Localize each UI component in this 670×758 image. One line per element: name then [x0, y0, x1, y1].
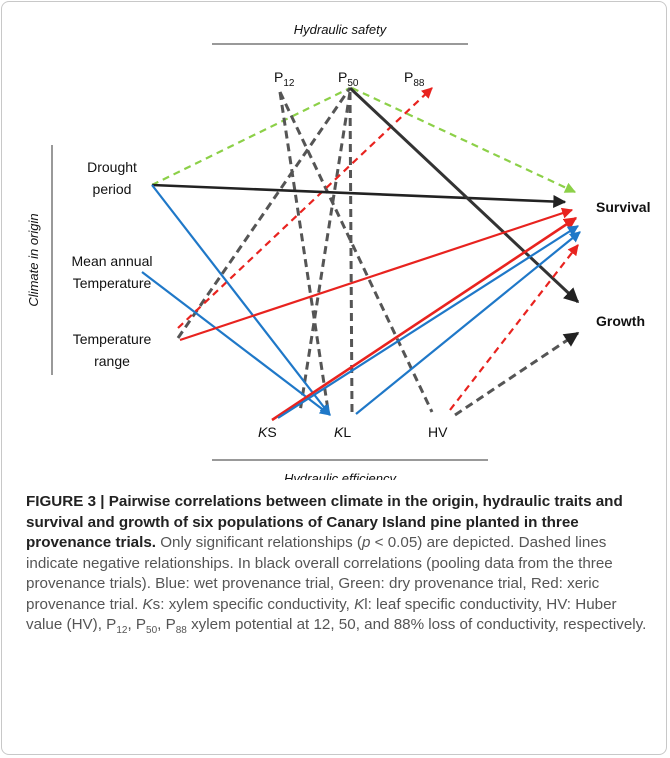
node-text: L [343, 424, 351, 440]
node-sub: 88 [413, 78, 425, 89]
node-label: P50 [338, 69, 359, 89]
node-label: Temperature [73, 275, 152, 291]
node-text: K [334, 424, 344, 440]
caption-text: < 0.05) are depicted. Dashed lines indic… [26, 534, 613, 613]
caption-text: K [354, 595, 365, 613]
caption-text: , P [157, 616, 176, 633]
rules [51, 43, 488, 461]
caption-title: Pairwise correlations between climate in… [26, 493, 623, 551]
caption-text: l: leaf specific conductivity, HV: Huber… [26, 595, 617, 634]
node-text: P [338, 69, 347, 85]
caption-sub: 88 [175, 625, 187, 637]
group-label: Hydraulic safety [294, 22, 388, 37]
node-label: P88 [404, 69, 425, 89]
diagram: Hydraulic safety Hydraulic efficiency Cl… [26, 22, 650, 480]
node-label: Survival [596, 199, 650, 215]
caption-sub: 50 [146, 625, 158, 637]
node-text: S [267, 424, 276, 440]
node-label: Growth [596, 313, 645, 329]
node-text: P [404, 69, 413, 85]
caption-label: FIGURE 3 | [26, 493, 105, 510]
node-text: P [274, 69, 283, 85]
node-label: range [94, 353, 130, 369]
node-label: Drought [87, 159, 137, 175]
node-label: Temperature [73, 331, 152, 347]
node-label: KS [258, 424, 277, 440]
caption-text: Only significant relationships ( [156, 534, 362, 551]
node-label: Mean annual [72, 253, 153, 269]
caption: FIGURE 3 | Pairwise correlations between… [26, 492, 652, 636]
node-text: K [258, 424, 268, 440]
node-label: period [93, 181, 132, 197]
node-sub: 12 [283, 78, 295, 89]
arrows [141, 86, 581, 422]
node-label: HV [428, 424, 448, 440]
group-label: Climate in origin [26, 213, 41, 306]
node-sub: 50 [347, 78, 359, 89]
caption-text: s: xylem specific conductivity, [152, 595, 355, 613]
caption-text: xylem potential at 12, 50, and 88% loss … [186, 616, 647, 633]
node-label: KL [334, 424, 351, 440]
caption-sub: 12 [116, 625, 128, 637]
group-label: Hydraulic efficiency [284, 471, 397, 480]
caption-text: K [142, 595, 153, 613]
caption-text: , P [127, 616, 147, 633]
caption-text: p [361, 534, 371, 551]
node-label: P12 [274, 69, 295, 89]
